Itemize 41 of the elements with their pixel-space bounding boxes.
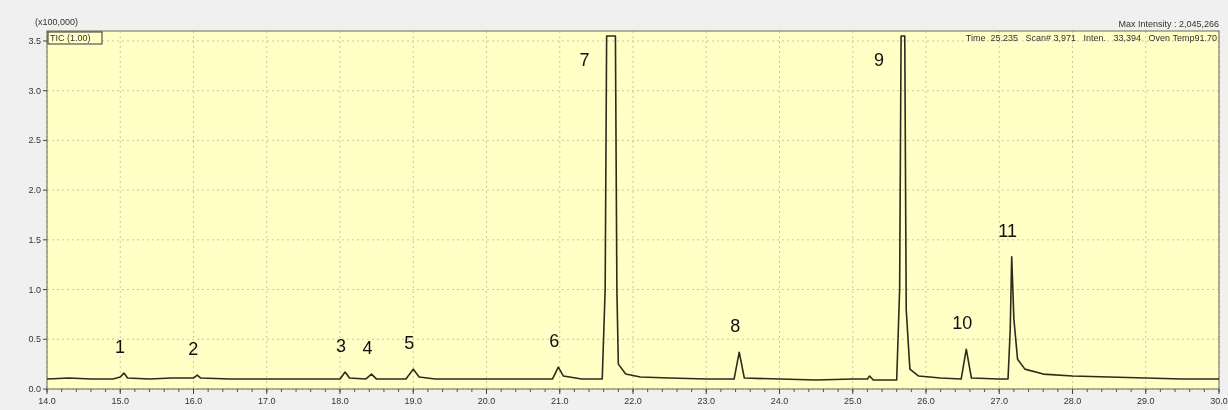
x-tick-label: 29.0 xyxy=(1136,396,1155,406)
annotation: 6 xyxy=(549,331,560,352)
annotation: 1 xyxy=(114,337,125,358)
annotation: 3 xyxy=(336,336,347,357)
x-tick-label: 14.0 xyxy=(38,396,56,406)
annotation: 11 xyxy=(998,220,1018,241)
x-tick-label: 26.0 xyxy=(917,396,935,406)
x-tick-label: 25.0 xyxy=(843,396,862,406)
x-tick-label: 19.0 xyxy=(404,396,423,406)
annotation: 8 xyxy=(730,316,741,337)
x-tick-label: 23.0 xyxy=(697,396,716,406)
y-tick-label: 3.5 xyxy=(28,35,41,46)
y-axis-title: (x100,000) xyxy=(35,17,79,27)
y-tick-label: 2.0 xyxy=(28,185,41,196)
annotation: TIC (1.00) xyxy=(50,33,91,43)
x-tick-label: 30.0 xyxy=(1210,396,1228,406)
annotation: 10 xyxy=(952,313,973,334)
annotation: 7 xyxy=(579,49,590,70)
x-tick-label: 16.0 xyxy=(184,396,203,406)
x-tick-label: 21.0 xyxy=(550,396,569,406)
text: Max Intensity : 2,045,266 xyxy=(1118,19,1219,29)
x-tick-label: 22.0 xyxy=(624,396,642,406)
y-tick-label: 2.5 xyxy=(28,135,41,146)
line-series xyxy=(47,35,1219,381)
y-tick-label: 0.5 xyxy=(28,334,41,345)
annotation: Time 25.235 Scan# 3,971 Inten. 33,394 Oven Temp91.70 xyxy=(965,33,1217,43)
annotation: 2 xyxy=(188,339,199,360)
y-tick-label: 1.5 xyxy=(28,234,41,245)
annotation: 4 xyxy=(362,338,373,359)
x-tick-label: 18.0 xyxy=(331,396,349,406)
annotation: 5 xyxy=(404,333,415,354)
y-tick-label: 1.0 xyxy=(28,284,41,295)
y-tick-label: 0.0 xyxy=(28,384,41,394)
x-tick-label: 27.0 xyxy=(990,396,1009,406)
x-tick-label: 15.0 xyxy=(111,396,130,406)
annotation: 9 xyxy=(874,49,885,70)
x-tick-label: 20.0 xyxy=(477,396,496,406)
y-tick-label: 3.0 xyxy=(28,85,41,96)
x-tick-label: 24.0 xyxy=(770,396,789,406)
x-tick-label: 28.0 xyxy=(1063,396,1082,406)
x-tick-label: 17.0 xyxy=(257,396,276,406)
